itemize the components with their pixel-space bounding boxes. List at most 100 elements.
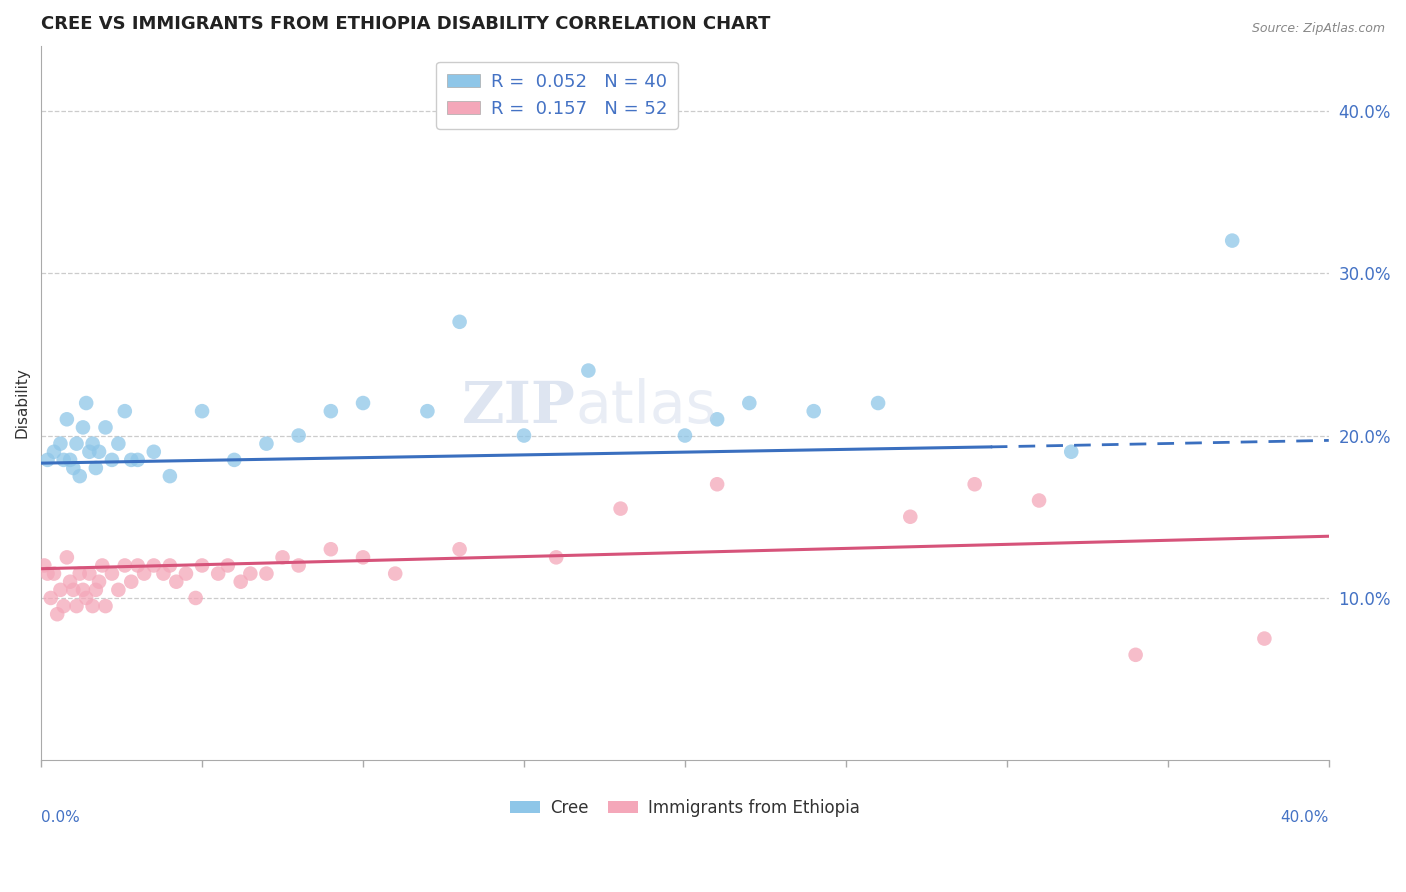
Point [384,566,406,581]
Point [868,396,890,410]
Legend: Cree, Immigrants from Ethiopia: Cree, Immigrants from Ethiopia [503,792,866,823]
Point [127,453,149,467]
Point [72,582,94,597]
Point [271,550,294,565]
Point [59,453,82,467]
Point [79,444,101,458]
Point [449,542,471,557]
Point [142,558,165,573]
Point [69,469,91,483]
Point [706,477,728,491]
Point [256,436,278,450]
Text: 40.0%: 40.0% [1281,811,1329,825]
Point [174,566,197,581]
Point [59,574,82,589]
Point [142,444,165,458]
Point [898,509,921,524]
Point [75,396,97,410]
Text: atlas: atlas [575,378,717,435]
Point [114,404,136,418]
Text: Source: ZipAtlas.com: Source: ZipAtlas.com [1251,22,1385,36]
Point [287,558,309,573]
Point [107,436,129,450]
Point [65,599,87,613]
Point [449,315,471,329]
Point [159,469,181,483]
Point [224,453,246,467]
Point [65,436,87,450]
Point [738,396,761,410]
Point [101,453,124,467]
Point [114,558,136,573]
Point [56,412,79,426]
Point [1060,444,1083,458]
Point [62,461,84,475]
Point [84,461,107,475]
Point [37,566,59,581]
Point [1220,234,1243,248]
Point [319,404,342,418]
Point [37,453,59,467]
Text: ZIP: ZIP [461,378,575,434]
Point [46,607,69,622]
Point [120,453,142,467]
Point [91,558,114,573]
Point [49,582,72,597]
Point [72,420,94,434]
Point [513,428,536,442]
Point [82,599,104,613]
Point [256,566,278,581]
Point [1125,648,1147,662]
Point [576,363,599,377]
Point [152,566,174,581]
Point [191,404,214,418]
Text: 0.0%: 0.0% [41,811,80,825]
Point [39,591,62,605]
Point [120,574,142,589]
Point [52,599,75,613]
Point [34,558,56,573]
Point [287,428,309,442]
Point [165,574,187,589]
Point [42,566,65,581]
Point [94,599,117,613]
Point [82,436,104,450]
Point [159,558,181,573]
Point [239,566,262,581]
Point [803,404,825,418]
Point [94,420,117,434]
Point [319,542,342,557]
Point [42,444,65,458]
Point [127,558,149,573]
Y-axis label: Disability: Disability [15,368,30,439]
Point [229,574,252,589]
Point [217,558,239,573]
Point [673,428,696,442]
Point [84,582,107,597]
Point [49,436,72,450]
Point [79,566,101,581]
Point [352,550,374,565]
Point [87,444,110,458]
Point [416,404,439,418]
Point [134,566,156,581]
Point [1028,493,1050,508]
Point [963,477,986,491]
Point [207,566,229,581]
Point [191,558,214,573]
Point [101,566,124,581]
Point [56,550,79,565]
Point [706,412,728,426]
Point [87,574,110,589]
Text: CREE VS IMMIGRANTS FROM ETHIOPIA DISABILITY CORRELATION CHART: CREE VS IMMIGRANTS FROM ETHIOPIA DISABIL… [41,15,770,33]
Point [609,501,631,516]
Point [546,550,568,565]
Point [1253,632,1275,646]
Point [75,591,97,605]
Point [62,582,84,597]
Point [52,453,75,467]
Point [69,566,91,581]
Point [107,582,129,597]
Point [184,591,207,605]
Point [352,396,374,410]
